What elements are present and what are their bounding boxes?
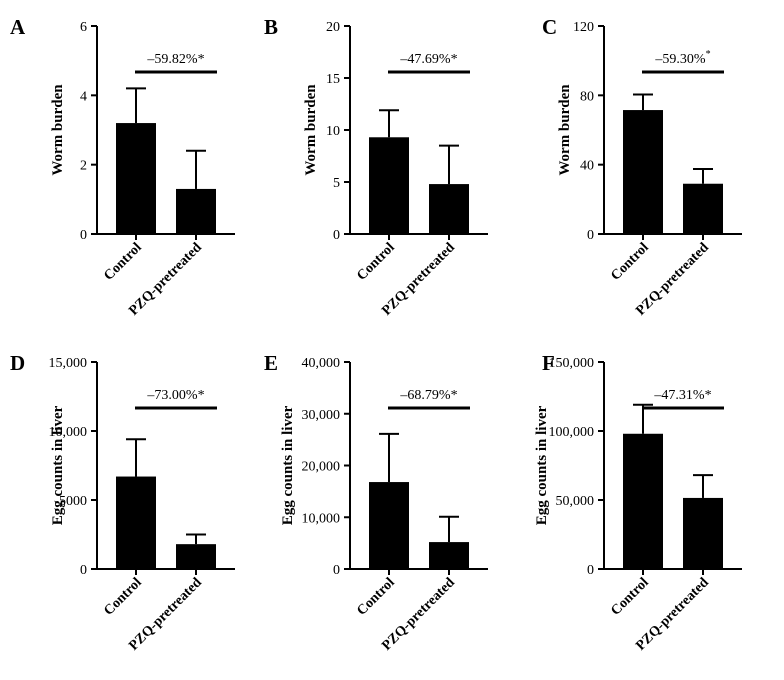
bar-control (369, 137, 409, 234)
y-tick-label: 5000 (59, 494, 87, 509)
bar-pzq-pretreated (429, 184, 469, 234)
y-tick-label: 2 (80, 159, 87, 174)
reduction-annotation: –47.31%* (653, 388, 711, 403)
y-tick-label: 0 (587, 563, 594, 578)
y-tick-label: 40 (580, 159, 594, 174)
y-axis-title: Worm burden (557, 84, 573, 176)
y-tick-label: 80 (580, 89, 594, 104)
y-tick-label: 4 (80, 89, 87, 104)
panel-letter: D (10, 351, 25, 375)
y-tick-label: 120 (573, 20, 594, 35)
bar-pzq-pretreated (176, 544, 216, 569)
reduction-annotation: –68.79%* (399, 388, 457, 403)
y-tick-label: 10,000 (49, 425, 88, 440)
x-tick-label: Control (101, 240, 145, 284)
bar-control (623, 110, 663, 234)
y-axis-title: Worm burden (303, 84, 319, 176)
y-tick-label: 0 (80, 563, 87, 578)
y-tick-label: 40,000 (302, 356, 341, 371)
y-tick-label: 0 (333, 563, 340, 578)
panel-letter: A (10, 15, 26, 39)
reduction-annotation: –47.69%* (399, 52, 457, 67)
bar-pzq-pretreated (429, 542, 469, 569)
bar-control (369, 482, 409, 569)
x-tick-label: Control (354, 240, 398, 284)
panel-d: D 0 5000 10,000 15,000 Egg counts in liver Con… (10, 351, 235, 654)
y-tick-label: 15,000 (49, 356, 88, 371)
bar-pzq-pretreated (683, 183, 723, 234)
y-tick-label: 100,000 (549, 425, 595, 440)
y-axis-title: Egg counts in liver (534, 405, 550, 525)
bar-pzq-pretreated (176, 188, 216, 234)
y-tick-label: 20,000 (302, 460, 341, 475)
bar-control (623, 433, 663, 569)
y-tick-label: 5 (333, 176, 340, 191)
y-axis-title: Egg counts in liver (50, 405, 66, 525)
y-axis-title: Egg counts in liver (280, 405, 296, 525)
y-tick-label: 10,000 (302, 511, 341, 526)
y-tick-label: 0 (587, 228, 594, 243)
panel-letter: B (264, 15, 278, 39)
y-tick-label: 150,000 (549, 356, 595, 371)
panel-e: E 0 10,000 20,000 30,000 40,000 Egg counts in … (264, 351, 488, 654)
y-tick-label: 0 (333, 228, 340, 243)
y-tick-label: 20 (326, 20, 340, 35)
panel-f: F 0 50,000 100,000 150,000 Egg counts in live… (534, 351, 742, 654)
bar-pzq-pretreated (683, 497, 723, 569)
x-tick-label: Control (101, 575, 145, 619)
y-tick-label: 30,000 (302, 408, 341, 423)
reduction-annotation: –73.00%* (146, 388, 204, 403)
y-tick-label: 0 (80, 228, 87, 243)
x-tick-label: Control (354, 575, 398, 619)
reduction-annotation: –59.82%* (146, 52, 204, 67)
panel-letter: C (542, 15, 557, 39)
y-tick-label: 50,000 (556, 494, 595, 509)
panel-letter: F (542, 351, 555, 375)
panel-letter: E (264, 351, 278, 375)
x-tick-label: Control (608, 240, 652, 284)
y-axis-title: Worm burden (50, 84, 66, 176)
reduction-annotation: –59.30%* (654, 49, 710, 67)
bar-control (116, 476, 156, 569)
x-tick-label: Control (608, 575, 652, 619)
y-tick-label: 10 (326, 124, 340, 139)
y-tick-label: 15 (326, 72, 340, 87)
bar-control (116, 123, 156, 234)
y-tick-label: 6 (80, 20, 87, 35)
